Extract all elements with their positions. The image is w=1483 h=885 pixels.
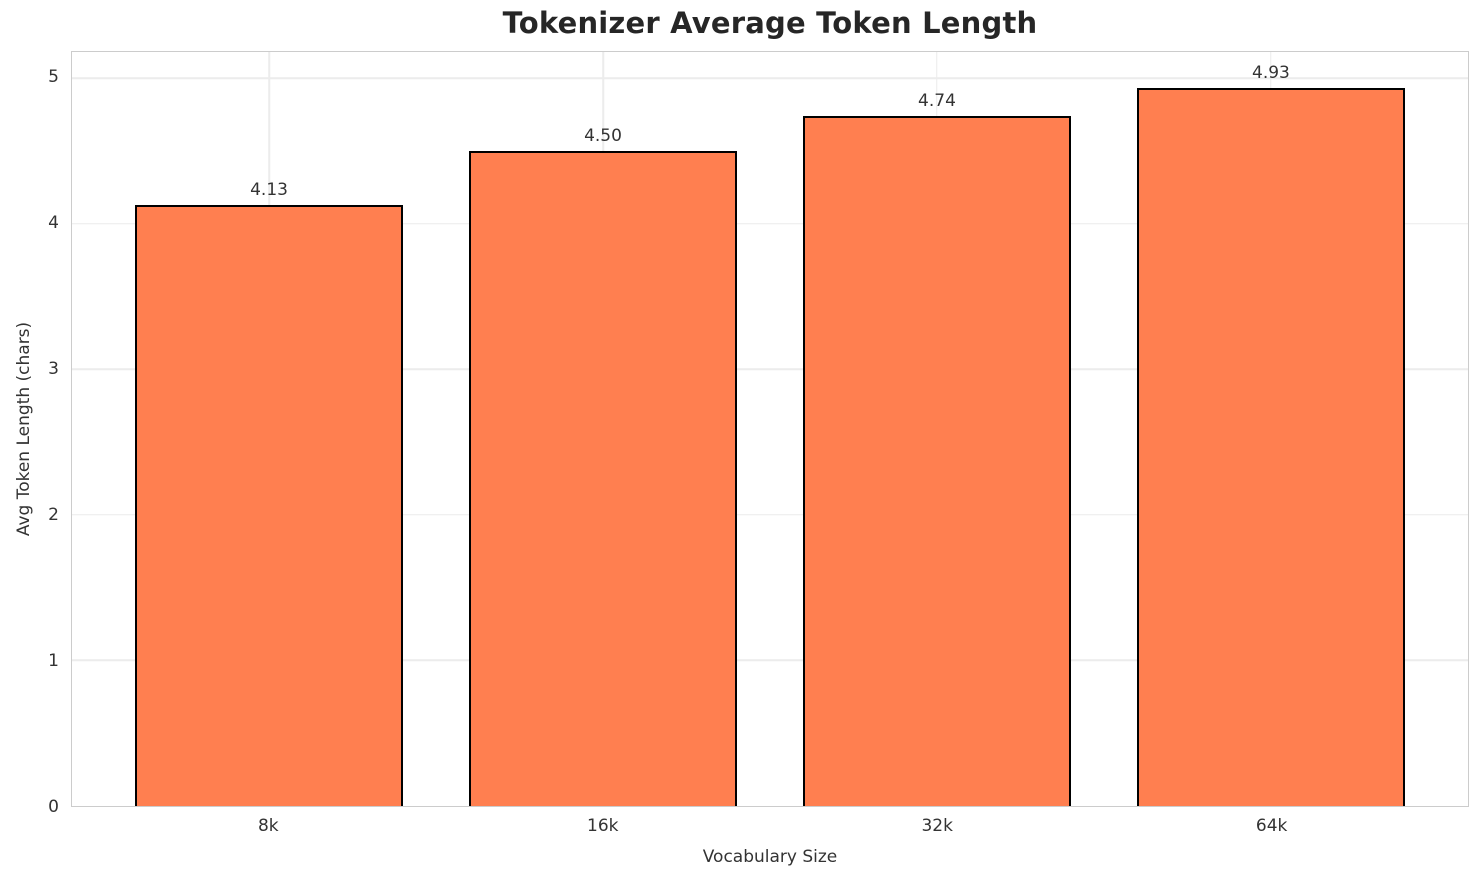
y-tick-label: 5 — [48, 67, 59, 88]
gridline-horizontal — [72, 77, 1468, 79]
y-axis-tick-labels: 0 1 2 3 4 5 — [0, 51, 59, 817]
y-tick-label: 2 — [48, 505, 59, 526]
bar-64k — [1137, 88, 1405, 806]
y-tick-label: 1 — [48, 651, 59, 672]
x-tick-label: 16k — [587, 816, 619, 836]
plot-area: 4.13 4.50 4.74 4.93 — [71, 51, 1469, 807]
gridline-horizontal — [72, 659, 1468, 662]
bar-value-label: 4.74 — [918, 91, 956, 112]
y-tick-label: 0 — [48, 797, 59, 817]
x-axis-label: Vocabulary Size — [702, 847, 838, 867]
x-tick-label: 64k — [1255, 816, 1288, 836]
gridline-horizontal — [72, 514, 1468, 516]
x-tick-label: 32k — [921, 816, 953, 836]
x-axis-tick-labels: 8k 16k 32k 64k — [71, 816, 1469, 840]
bar-32k — [803, 116, 1071, 806]
bar-8k — [135, 204, 403, 806]
bar-value-label: 4.50 — [584, 125, 622, 146]
bar-value-label: 4.13 — [250, 179, 288, 200]
bar-16k — [469, 150, 737, 806]
bar-value-label: 4.93 — [1252, 63, 1290, 84]
y-tick-label: 3 — [48, 359, 59, 380]
chart-title: Tokenizer Average Token Length — [502, 6, 1038, 40]
y-tick-label: 4 — [48, 213, 59, 234]
gridline-horizontal — [72, 223, 1468, 225]
x-tick-label: 8k — [257, 816, 279, 836]
gridline-horizontal — [72, 368, 1468, 371]
